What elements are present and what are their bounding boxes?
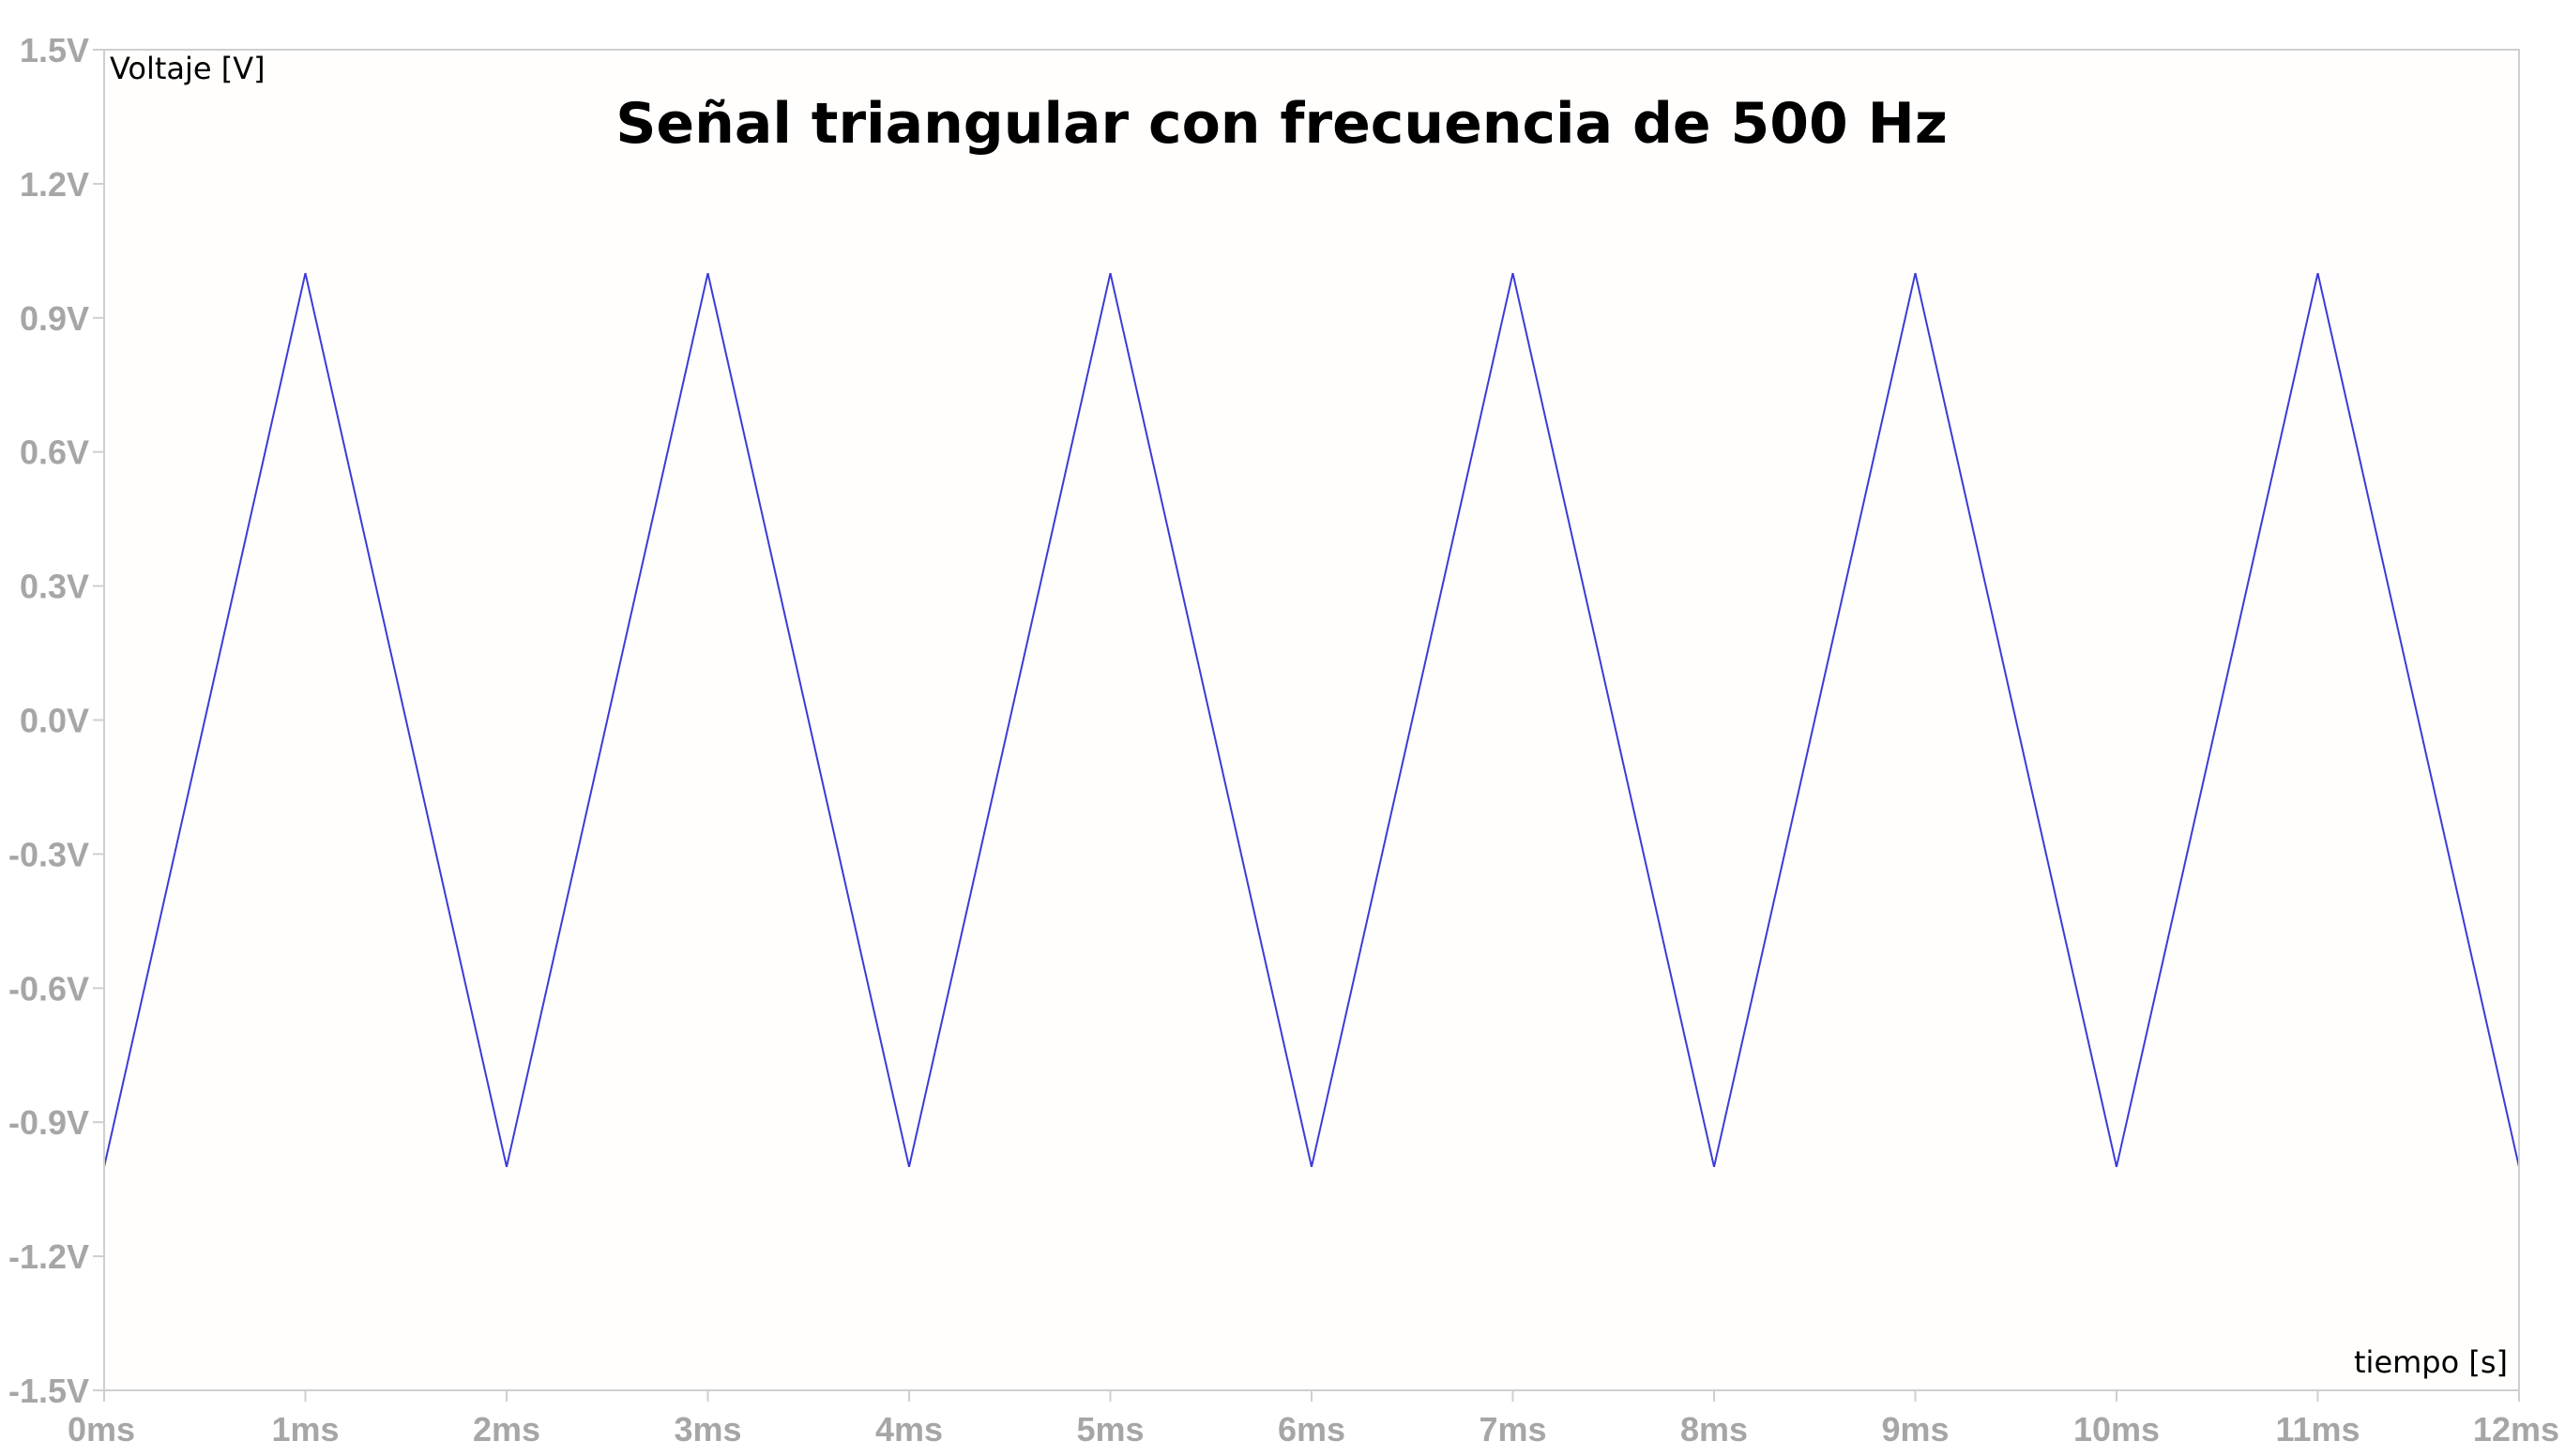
x-tick-label: 7ms [1479, 1410, 1546, 1448]
x-tick-label: 12ms [2473, 1410, 2559, 1448]
y-tick-label: -1.2V [8, 1237, 89, 1276]
y-tick-label: 1.2V [20, 165, 89, 204]
y-tick-label: 0.0V [20, 702, 89, 740]
x-tick-label: 0ms [68, 1410, 135, 1448]
y-tick-label: 1.5V [20, 31, 89, 69]
y-tick-label: -0.9V [8, 1103, 89, 1142]
y-axis-ticks: 1.5V 1.2V 0.9V 0.6V 0.3V 0.0V -0.3V -0.6V -0.9V -… [8, 31, 104, 1410]
y-tick-label: 0.9V [20, 299, 89, 338]
x-tick-label: 11ms [2275, 1410, 2360, 1448]
y-tick-label: -0.6V [8, 969, 89, 1008]
x-axis-ticks: 0ms 1ms 2ms 3ms 4ms 5ms 6ms 7ms 8ms 9ms 10ms 11ms 12… [68, 1390, 2559, 1448]
y-tick-label: 0.6V [20, 433, 89, 472]
series-group [103, 272, 2520, 1168]
plot-area [104, 50, 2519, 1390]
plot-frame [103, 49, 2520, 1391]
x-tick-label: 10ms [2073, 1410, 2160, 1448]
x-tick-label: 9ms [1881, 1410, 1949, 1448]
x-tick-label: 6ms [1278, 1410, 1345, 1448]
x-tick-label: 2ms [473, 1410, 540, 1448]
x-tick-label: 8ms [1680, 1410, 1748, 1448]
x-tick-label: 3ms [674, 1410, 741, 1448]
y-tick-label: -1.5V [8, 1372, 89, 1410]
chart-title: Señal triangular con frecuencia de 500 H… [615, 91, 1948, 157]
y-tick-label: -0.3V [8, 835, 89, 873]
x-tick-label: 1ms [271, 1410, 339, 1448]
y-axis-label: Voltaje [V] [110, 51, 266, 86]
y-tick-label: 0.3V [20, 568, 89, 606]
x-tick-label: 4ms [875, 1410, 943, 1448]
x-tick-label: 5ms [1076, 1410, 1144, 1448]
x-axis-label: tiempo [s] [2354, 1344, 2508, 1380]
